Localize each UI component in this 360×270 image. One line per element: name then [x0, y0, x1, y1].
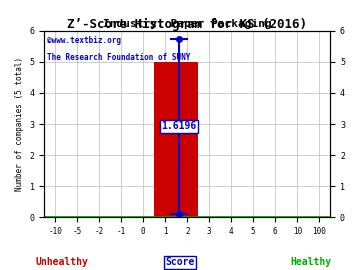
Text: ©www.textbiz.org: ©www.textbiz.org	[47, 36, 121, 45]
Text: Unhealthy: Unhealthy	[36, 257, 89, 267]
Y-axis label: Number of companies (5 total): Number of companies (5 total)	[15, 57, 24, 191]
Title: Z’-Score Histogram for KS (2016): Z’-Score Histogram for KS (2016)	[67, 18, 307, 31]
Text: Healthy: Healthy	[290, 257, 331, 267]
Text: Score: Score	[165, 257, 195, 267]
Text: 1.6196: 1.6196	[161, 121, 197, 131]
Text: The Research Foundation of SUNY: The Research Foundation of SUNY	[47, 53, 190, 62]
Text: Industry: Paper Packaging: Industry: Paper Packaging	[103, 19, 272, 29]
Bar	[154, 62, 198, 217]
